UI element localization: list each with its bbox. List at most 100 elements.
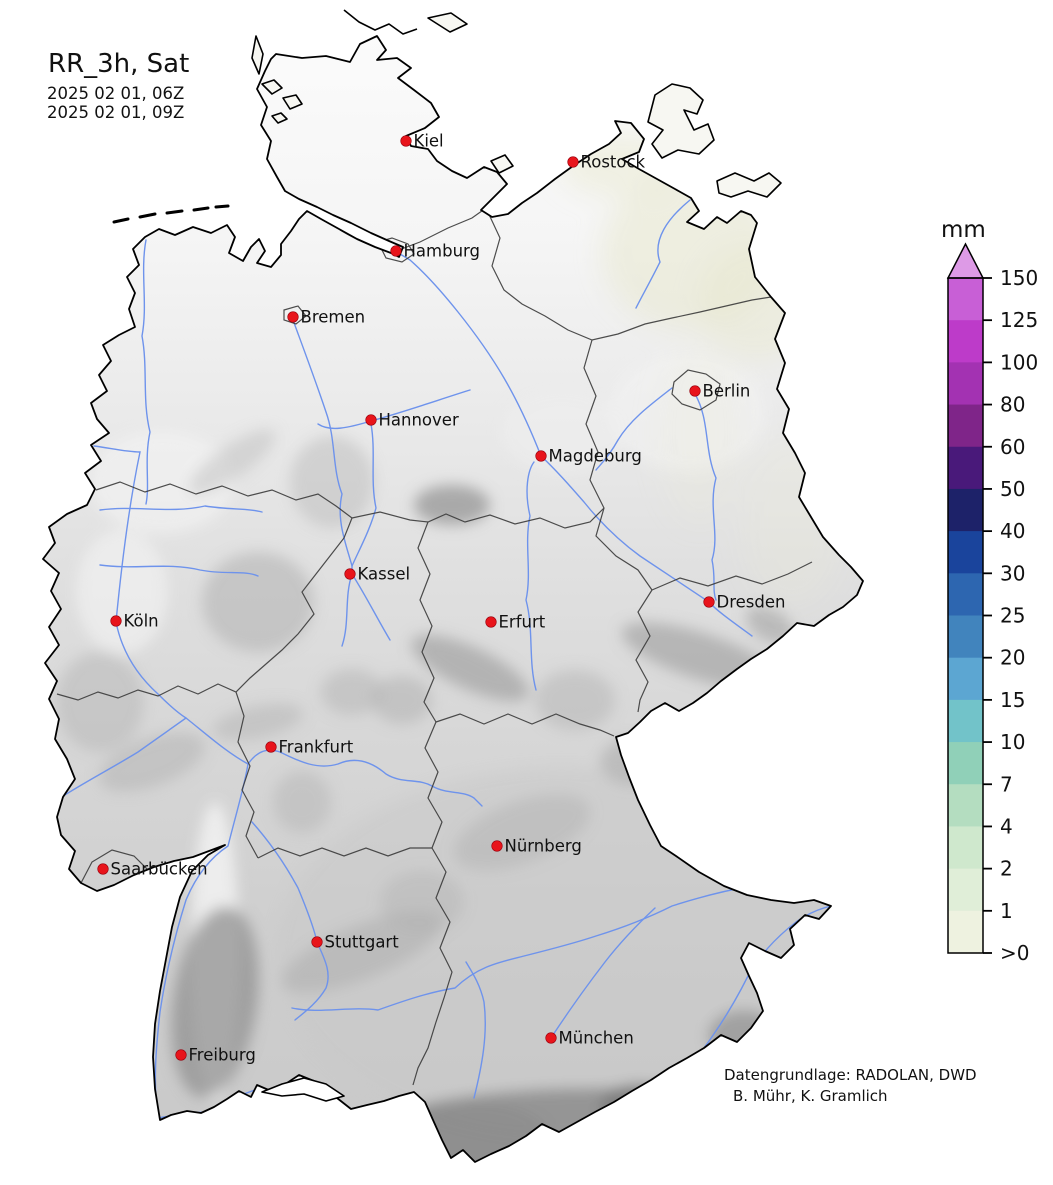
colorbar-tick-label: 7 — [1000, 772, 1013, 796]
city-dot — [535, 450, 547, 462]
germany-outline — [42, 35, 864, 1163]
colorbar-unit-label: mm — [941, 217, 986, 243]
colorbar-tick-label: 80 — [1000, 393, 1025, 417]
colorbar-segment — [948, 910, 983, 954]
city-dot — [287, 311, 299, 323]
island-sylt — [251, 35, 264, 75]
river-ems — [141, 239, 151, 505]
city-dot — [545, 1032, 557, 1044]
river-main — [247, 749, 483, 807]
city-dot — [365, 414, 377, 426]
city-label: Freiburg — [189, 1046, 256, 1065]
colorbar-tick-label: 20 — [1000, 646, 1025, 670]
valid-to: 2025 02 01, 09Z — [47, 103, 184, 122]
island-ruegen — [647, 83, 715, 159]
colorbar-segment — [948, 446, 983, 490]
danish-coast — [343, 9, 418, 35]
map-title: RR_3h, Sat — [48, 49, 189, 79]
colorbar-tick-label: 4 — [1000, 814, 1013, 838]
city-label: Erfurt — [499, 613, 546, 632]
attribution-line2: B. Mühr, K. Gramlich — [733, 1087, 888, 1105]
river-lech — [465, 961, 486, 1099]
colorbar-tick-label: >0 — [1000, 941, 1029, 965]
city-dot — [400, 135, 412, 147]
city-label: Hamburg — [404, 242, 481, 261]
river-havel — [595, 387, 673, 471]
attribution-line1: Datengrundlage: RADOLAN, DWD — [724, 1066, 977, 1084]
colorbar-segment — [948, 826, 983, 870]
colorbar-segment — [948, 362, 983, 406]
city-dot — [265, 741, 277, 753]
city-label: Bremen — [301, 308, 366, 327]
island-usedom — [716, 172, 782, 198]
river-peene — [635, 199, 691, 309]
river-ruhr — [99, 564, 259, 577]
city-label: Nürnberg — [505, 837, 582, 856]
city-label: Köln — [124, 612, 159, 631]
colorbar-segment — [948, 531, 983, 574]
colorbar-segment — [948, 404, 983, 448]
colorbar-tick-label: 60 — [1000, 435, 1025, 459]
river-saale — [525, 461, 537, 691]
colorbar-segment — [948, 657, 983, 701]
city-dot — [110, 615, 122, 627]
lake-constance — [261, 1077, 345, 1102]
city-label: Kassel — [358, 565, 411, 584]
city-dot — [491, 840, 503, 852]
city-label: Berlin — [703, 382, 751, 401]
city-dot — [344, 568, 356, 580]
colorbar-segment — [948, 699, 983, 743]
city-label: Rostock — [581, 153, 646, 172]
colorbar-tick-label: 150 — [1000, 266, 1038, 290]
colorbar-segment — [948, 784, 983, 828]
colorbar-segment — [948, 320, 983, 363]
colorbar-tick-label: 30 — [1000, 561, 1025, 585]
river-lippe — [99, 505, 263, 513]
island-fehmarn — [490, 154, 514, 174]
city-label: Stuttgart — [325, 933, 400, 952]
city-label: München — [559, 1029, 634, 1048]
colorbar-tick-label: 125 — [1000, 308, 1038, 332]
river-isar — [550, 907, 656, 1039]
city-label: Frankfurt — [279, 738, 354, 757]
colorbar-segment — [948, 278, 983, 321]
colorbar-segment — [948, 488, 983, 532]
colorbar-arrow — [946, 242, 985, 279]
city-dot — [703, 596, 715, 608]
river-weser — [292, 319, 391, 647]
colorbar-segment — [948, 573, 983, 617]
colorbar-segment — [948, 742, 983, 785]
danish-island — [427, 12, 468, 33]
colorbar-tick-label: 40 — [1000, 519, 1025, 543]
colorbar-tick-label: 1 — [1000, 899, 1013, 923]
city-dot — [567, 156, 579, 168]
colorbar-tick-label: 100 — [1000, 350, 1038, 374]
state-borders-layer — [56, 207, 813, 1086]
city-dot — [175, 1049, 187, 1061]
city-dot — [311, 936, 323, 948]
city-label: Magdeburg — [549, 447, 642, 466]
river-mosel — [59, 717, 187, 799]
city-label: Dresden — [717, 593, 786, 612]
river-spree — [694, 393, 717, 601]
colorbar-segment — [948, 615, 983, 659]
colorbar-tick-label: 25 — [1000, 604, 1025, 628]
city-dot — [485, 616, 497, 628]
frisian-islands — [112, 204, 230, 224]
city-dot — [689, 385, 701, 397]
colorbar-segment — [948, 868, 983, 912]
city-label: Saarbücken — [111, 860, 208, 879]
islands-layer — [251, 9, 782, 1102]
valid-from: 2025 02 01, 06Z — [47, 84, 184, 103]
river-elbe — [399, 253, 753, 637]
city-dot — [97, 863, 109, 875]
colorbar-tick-label: 15 — [1000, 688, 1025, 712]
colorbar: 150 125 100 80 60 50 40 30 25 20 15 10 7 4 2 1 >0 — [946, 242, 1038, 965]
city-dot — [390, 245, 402, 257]
colorbar-tick-label: 50 — [1000, 477, 1025, 501]
colorbar-tick-label: 2 — [1000, 857, 1013, 881]
city-label: Hannover — [379, 411, 459, 430]
city-label: Kiel — [414, 132, 444, 151]
city-markers: Kiel Rostock Hamburg Bremen Berlin Hannover Ma… — [97, 132, 786, 1065]
